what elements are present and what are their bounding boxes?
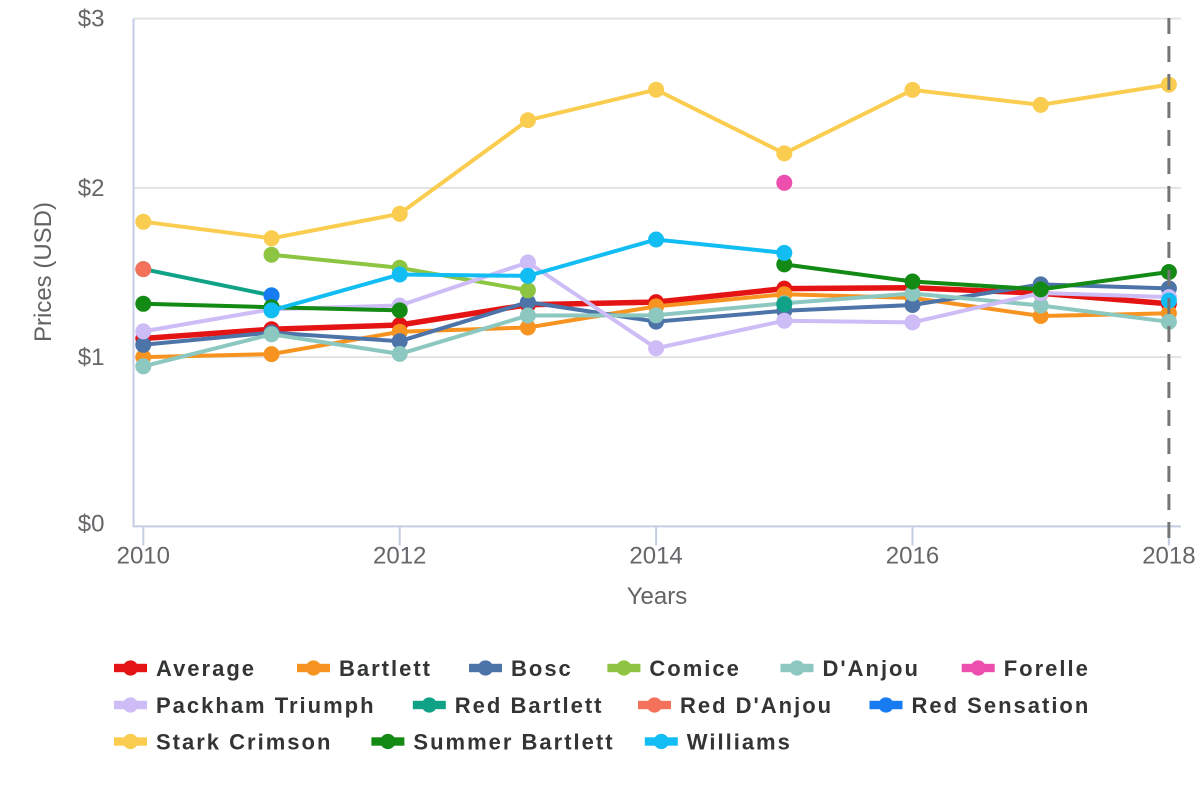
svg-text:Packham Triumph: Packham Triumph xyxy=(156,693,376,718)
svg-text:Forelle: Forelle xyxy=(1004,656,1090,681)
svg-text:Average: Average xyxy=(156,656,256,681)
svg-text:$3: $3 xyxy=(78,6,105,33)
svg-text:D'Anjou: D'Anjou xyxy=(823,656,920,681)
svg-text:Years: Years xyxy=(627,583,688,610)
svg-text:2018: 2018 xyxy=(1142,543,1195,570)
svg-text:Comice: Comice xyxy=(649,656,740,681)
svg-text:Summer Bartlett: Summer Bartlett xyxy=(413,730,614,755)
svg-text:2010: 2010 xyxy=(117,543,170,570)
svg-text:2012: 2012 xyxy=(373,543,426,570)
svg-text:Williams: Williams xyxy=(687,730,792,755)
svg-text:Red Sensation: Red Sensation xyxy=(912,693,1091,718)
svg-text:Bartlett: Bartlett xyxy=(339,656,432,681)
svg-text:Prices (USD): Prices (USD) xyxy=(30,202,57,342)
svg-text:$0: $0 xyxy=(78,510,105,537)
svg-text:2014: 2014 xyxy=(629,543,682,570)
svg-text:Red Bartlett: Red Bartlett xyxy=(455,693,604,718)
svg-text:$2: $2 xyxy=(78,175,105,202)
svg-text:Bosc: Bosc xyxy=(511,656,573,681)
svg-text:Red D'Anjou: Red D'Anjou xyxy=(680,693,833,718)
svg-text:Stark Crimson: Stark Crimson xyxy=(156,730,332,755)
svg-text:2016: 2016 xyxy=(886,543,939,570)
svg-text:$1: $1 xyxy=(78,344,105,371)
